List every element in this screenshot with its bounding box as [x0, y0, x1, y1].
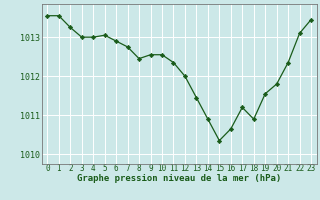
- X-axis label: Graphe pression niveau de la mer (hPa): Graphe pression niveau de la mer (hPa): [77, 174, 281, 183]
